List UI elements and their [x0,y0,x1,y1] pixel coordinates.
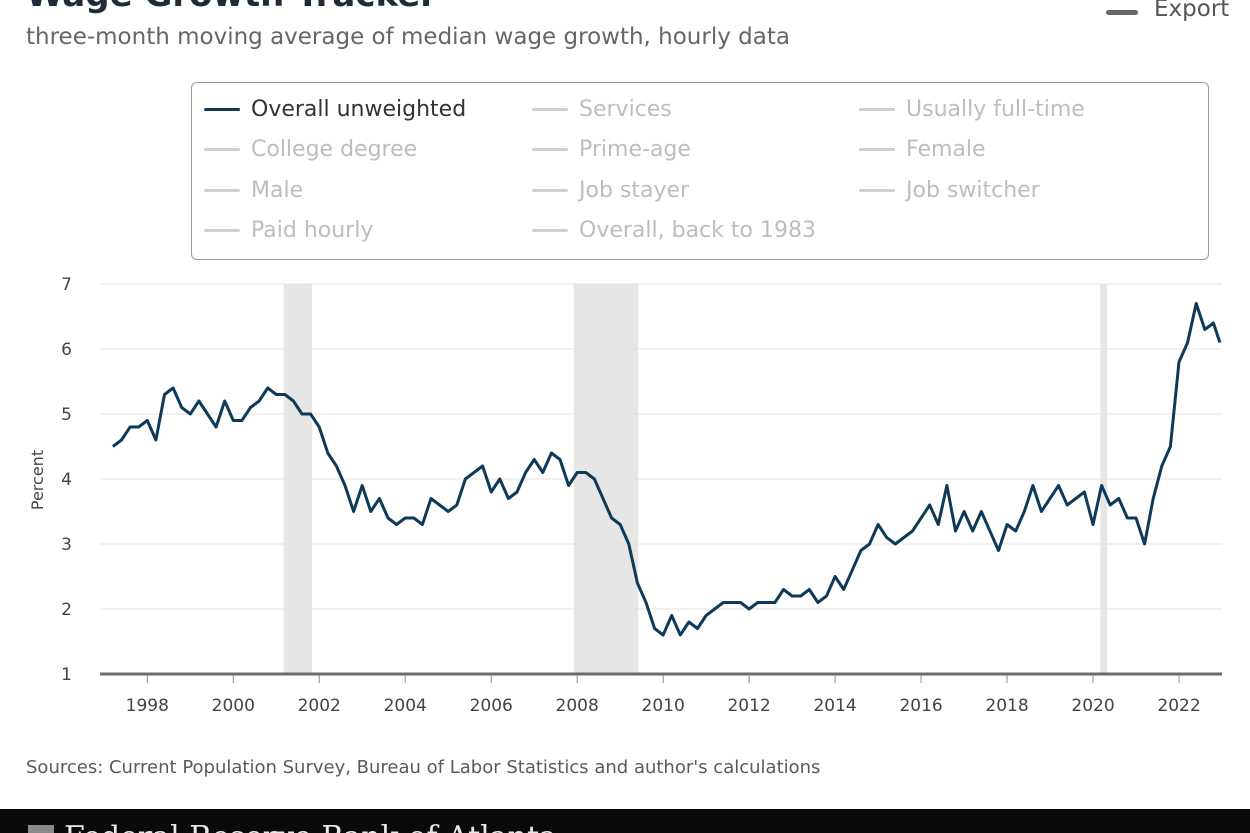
line-chart: 1 2 3 4 5 6 7 1998 2000 2002 2004 2006 2008 2010 2012 2… [28,275,1222,716]
x-tick-label: 2006 [470,696,513,716]
legend-swatch [859,189,895,192]
legend-item[interactable]: Prime-age [532,137,691,162]
legend-swatch [859,108,895,111]
legend-label: Job stayer [579,178,690,203]
export-button[interactable]: Export [1106,0,1229,22]
legend-swatch [532,148,568,151]
legend-swatch [204,148,240,151]
y-tick-label: 4 [61,470,72,490]
x-tick-label: 2016 [899,696,942,716]
y-tick-label: 7 [61,275,72,295]
legend-label: Usually full-time [906,97,1085,122]
legend-item[interactable]: Male [204,178,303,203]
legend-label: Overall, back to 1983 [579,218,816,243]
y-tick-label: 5 [61,405,72,425]
legend-item[interactable]: Usually full-time [859,97,1085,122]
x-tick-label: 2004 [384,696,427,716]
x-tick-label: 2002 [298,696,341,716]
legend-item[interactable]: Job stayer [532,178,689,203]
x-tick-label: 2010 [642,696,685,716]
y-tick-label: 6 [61,340,72,360]
sources-note: Sources: Current Population Survey, Bure… [26,757,821,778]
legend-item[interactable]: Services [532,97,672,122]
footer-bar: Federal Reserve Bank of Atlanta [0,809,1250,833]
legend-swatch [532,229,568,232]
x-tick-label: 2020 [1071,696,1114,716]
x-tick-label: 2008 [556,696,599,716]
x-tick-label: 2018 [985,696,1028,716]
footer-text: Federal Reserve Bank of Atlanta [64,823,557,833]
legend-item[interactable]: College degree [204,137,417,162]
legend-label: Female [906,137,986,162]
legend-item[interactable]: Job switcher [859,178,1040,203]
y-axis-label: Percent [28,450,47,510]
legend-swatch [532,108,568,111]
series-line [111,302,1222,637]
chart-title: Wage Growth Tracker [26,0,437,12]
y-tick-label: 3 [61,535,72,555]
x-tick-label: 2022 [1157,696,1200,716]
x-tick-label: 2014 [813,696,856,716]
menu-icon [1106,9,1138,15]
x-tick-label: 2012 [727,696,770,716]
legend-label: Overall unweighted [251,97,467,122]
legend-label: Male [251,178,304,203]
x-tick-label: 2000 [212,696,255,716]
export-label: Export [1154,0,1230,22]
legend-swatch [532,189,568,192]
legend-item[interactable]: Paid hourly [204,218,373,243]
legend-label: Job switcher [906,178,1040,203]
legend-label: Paid hourly [251,218,374,243]
legend-item[interactable]: Overall unweighted [204,97,466,122]
legend-swatch [204,107,240,112]
chart-subtitle: three-month moving average of median wag… [26,24,790,50]
y-tick-label: 1 [61,665,72,685]
legend-item[interactable]: Overall, back to 1983 [532,218,816,243]
bank-logo-icon [28,825,54,833]
legend-item[interactable]: Female [859,137,986,162]
legend-swatch [204,189,240,192]
legend-label: Services [579,97,672,122]
x-tick-label: 1998 [126,696,169,716]
legend-label: Prime-age [579,137,691,162]
legend-label: College degree [251,137,418,162]
legend-swatch [859,148,895,151]
legend-swatch [204,229,240,232]
y-tick-label: 2 [61,600,72,620]
chart-legend: Overall unweighted Services Usually full… [191,82,1209,260]
